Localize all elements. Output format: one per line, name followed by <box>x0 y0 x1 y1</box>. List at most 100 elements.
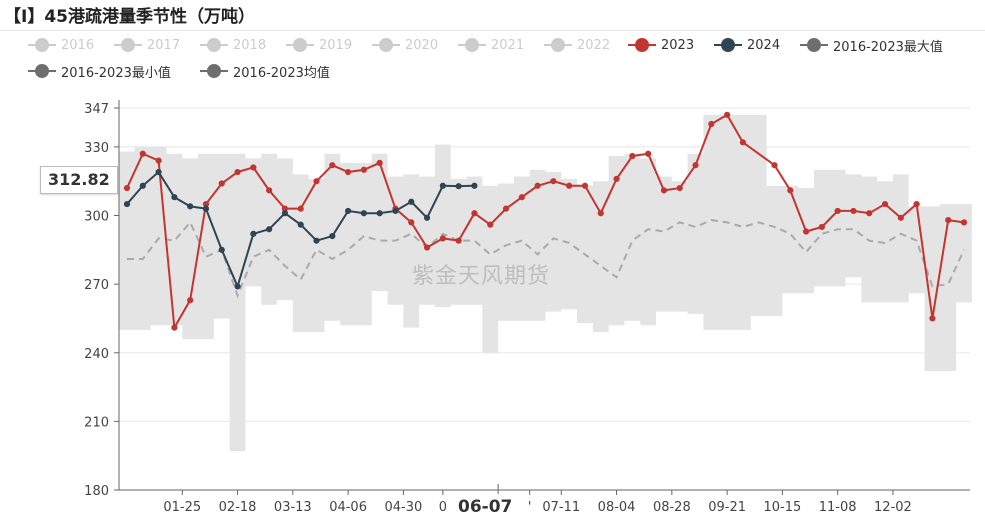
data-point-2024 <box>455 183 462 190</box>
data-point-2023 <box>566 182 573 189</box>
legend-item[interactable]: 2020 <box>372 34 438 56</box>
data-point-2023 <box>771 162 778 169</box>
legend-item[interactable]: 2016-2023最大值 <box>800 34 943 56</box>
title-divider <box>0 30 985 31</box>
data-point-2023 <box>945 216 952 224</box>
data-point-2023 <box>787 187 794 194</box>
data-point-2024 <box>392 207 399 215</box>
y-tick-label: 240 <box>84 347 109 362</box>
x-tick-label: 01-25 <box>163 500 201 515</box>
x-tick-label: 04-30 <box>384 500 422 515</box>
data-point-2024 <box>408 198 415 205</box>
y-tick-label: 180 <box>84 484 109 499</box>
data-point-2023 <box>613 175 620 183</box>
data-point-2023 <box>266 187 273 194</box>
data-point-2023 <box>439 235 446 242</box>
legend-label: 2016-2023最小值 <box>61 65 171 81</box>
data-point-2024 <box>250 230 257 237</box>
data-point-2023 <box>692 162 699 169</box>
data-point-2023 <box>360 166 367 173</box>
legend-symbol-icon <box>114 38 142 52</box>
data-point-2023 <box>297 205 304 212</box>
data-point-2023 <box>329 162 336 169</box>
legend-item[interactable]: 2022 <box>544 34 610 56</box>
data-point-2024 <box>281 210 289 217</box>
average-line-layer <box>127 219 965 299</box>
legend-label: 2019 <box>319 37 353 53</box>
data-point-2023 <box>423 244 431 251</box>
legend-row: 2016 2017 2018 2019 2020 2021 2022 2023 2024 2016… <box>28 34 978 56</box>
x-tick-label: 04-06 <box>329 500 367 515</box>
data-point-2023 <box>518 194 525 201</box>
legend-symbol-icon <box>200 38 228 52</box>
legend-item[interactable]: 2016-2023最小值 <box>28 60 171 82</box>
data-point-2023 <box>660 187 668 194</box>
legend-label: 2016-2023最大值 <box>833 39 943 55</box>
data-point-2023 <box>408 219 415 226</box>
data-point-2023 <box>344 168 352 176</box>
legend-label: 2023 <box>661 37 695 53</box>
data-point-2023 <box>897 214 904 221</box>
data-point-2023 <box>913 200 920 208</box>
data-point-2024 <box>439 182 446 189</box>
legend-label: 2018 <box>233 37 267 53</box>
y-tick-label: 347 <box>84 102 109 117</box>
chart-title: 【I】45港疏港量季节性（万吨） <box>4 7 255 27</box>
data-point-2024 <box>234 283 241 290</box>
data-point-2023 <box>250 164 257 171</box>
legend-item[interactable]: 2021 <box>458 34 524 56</box>
legend-label: 2022 <box>577 37 611 53</box>
data-point-2024 <box>266 226 273 233</box>
legend-row: 2016-2023最小值 2016-2023均值 <box>28 60 978 82</box>
x-tick-label: 0 <box>439 500 447 515</box>
data-point-2023 <box>455 237 462 244</box>
data-point-2024 <box>329 232 336 240</box>
y-tick-label: 210 <box>84 415 109 430</box>
data-point-2024 <box>344 207 352 215</box>
legend-item[interactable]: 2016-2023均值 <box>200 60 330 82</box>
legend-symbol-icon <box>28 64 56 78</box>
data-point-2024 <box>155 168 162 176</box>
legend-symbol-icon <box>628 38 656 52</box>
legend-item[interactable]: 2017 <box>114 34 180 56</box>
data-point-2023 <box>123 184 131 192</box>
legend-item[interactable]: 2016 <box>28 34 94 56</box>
data-point-2024 <box>218 246 225 253</box>
legend-item[interactable]: 2018 <box>200 34 266 56</box>
data-point-2023 <box>139 150 146 157</box>
data-point-2023 <box>218 180 225 187</box>
min-max-band <box>119 114 972 452</box>
x-tick-label: ' <box>528 500 532 515</box>
x-tick-label: 08-04 <box>598 500 636 515</box>
data-point-2023 <box>929 315 936 322</box>
data-point-2024 <box>423 214 431 221</box>
data-point-2023 <box>802 228 810 235</box>
legend-label: 2024 <box>747 37 781 53</box>
min-max-band-layer <box>119 114 972 452</box>
x-tick-label: 08-28 <box>653 500 691 515</box>
legend-item[interactable]: 2019 <box>286 34 352 56</box>
data-point-2023 <box>550 178 557 185</box>
data-point-2023 <box>187 297 194 304</box>
data-point-2023 <box>739 139 747 146</box>
x-tick-label: 11-08 <box>819 500 857 515</box>
data-point-2024 <box>123 200 131 208</box>
legend-symbol-icon <box>458 38 486 52</box>
legend-symbol-icon <box>372 38 400 52</box>
data-point-2024 <box>297 221 304 228</box>
data-point-2023 <box>534 182 541 189</box>
data-point-2023 <box>376 159 383 166</box>
legend-item[interactable]: 2023 <box>628 34 694 56</box>
x-tick-label: 02-18 <box>219 500 257 515</box>
legend-item[interactable]: 2024 <box>714 34 780 56</box>
series-layer <box>123 111 968 331</box>
legend-symbol-icon <box>544 38 572 52</box>
x-tick-label: 07-11 <box>542 500 580 515</box>
legend-symbol-icon <box>714 38 742 52</box>
data-point-2024 <box>187 203 194 210</box>
pointer-y-value-badge: 312.82 <box>40 166 118 194</box>
watermark: 紫金天风期货 <box>412 264 551 289</box>
legend-label: 2017 <box>147 37 181 53</box>
data-point-2023 <box>960 219 968 226</box>
